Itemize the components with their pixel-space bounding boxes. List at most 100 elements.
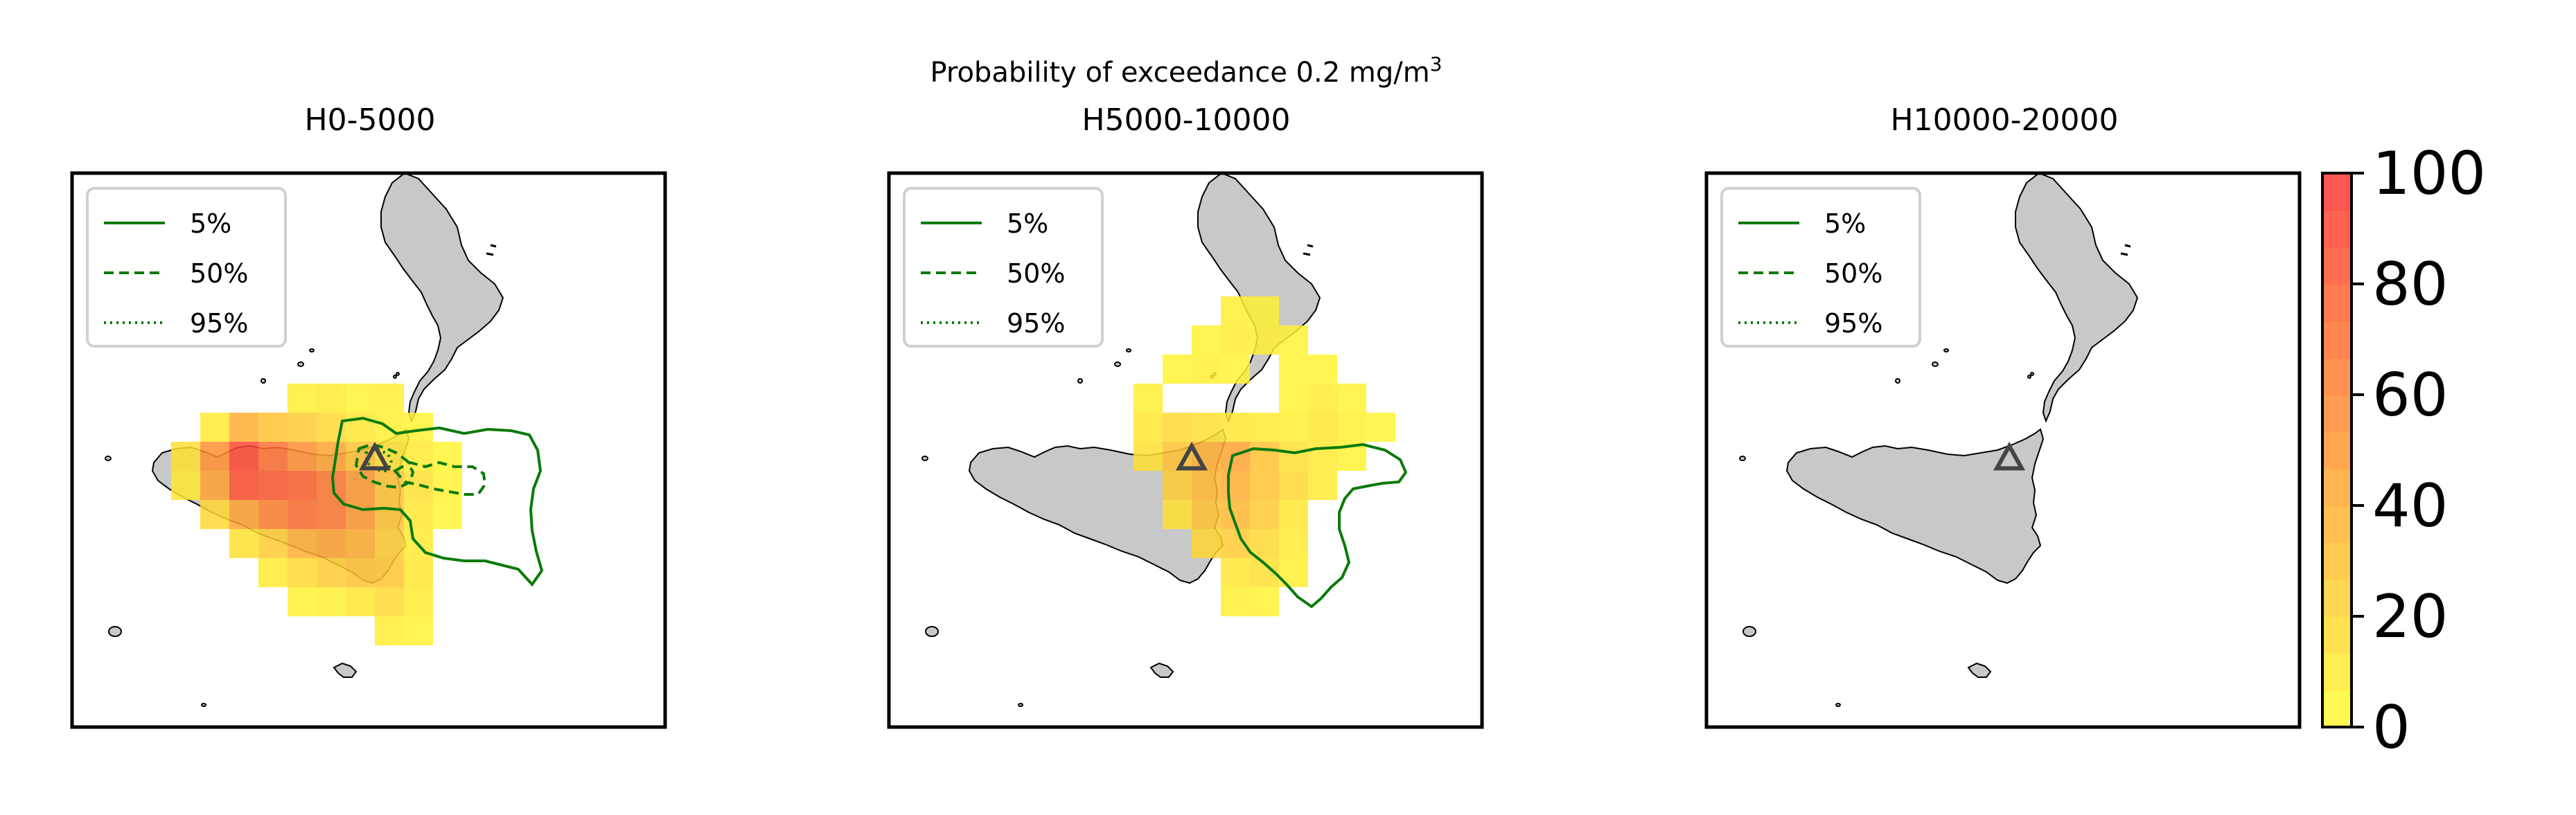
probability-cell [317,529,346,558]
probability-cell [288,558,317,587]
contour-solid [330,416,544,587]
probability-cell [288,500,317,529]
islet [921,456,928,461]
colorbar-segment [2322,357,2352,395]
probability-cell [404,558,433,587]
islet [1126,348,1131,352]
map-panels: 5% 50% 95% 5% 50% 95% 5% 50% 95% [70,171,2302,729]
colorbar-tick-label: 80 [2372,250,2448,319]
probability-cell [404,616,433,645]
colorbar-tick-label: 0 [2372,693,2410,762]
probability-cell [1250,500,1279,529]
probability-cell [1221,325,1250,355]
probability-cell [375,500,404,529]
probability-cell [171,442,200,471]
probability-cell [229,442,258,471]
colorbar-segment [2322,284,2352,321]
probability-cell [1250,296,1279,325]
land-malta [333,662,358,678]
probability-cell [1308,471,1337,500]
probability-cell [346,471,375,500]
probability-cell [258,442,288,471]
islet [297,361,304,367]
probability-cell [1221,587,1250,616]
probability-cell [433,500,462,529]
probability-cell [288,587,317,616]
probability-cell [258,500,288,529]
probability-cell [288,413,317,442]
colorbar-tick-label: 20 [2372,582,2448,652]
land-malta [1967,662,1992,678]
probability-cell [1308,384,1337,413]
islet [1743,626,1756,637]
probability-cell [1221,296,1250,325]
probability-cell [1366,413,1395,442]
probability-cell [346,587,375,616]
probability-cell [1308,355,1337,384]
probability-cell [346,413,375,442]
colorbar-segment [2322,653,2352,691]
probability-cell [1163,500,1192,529]
probability-cell [375,529,404,558]
islet [1835,703,1841,707]
islet [925,626,939,637]
probability-cell [1192,500,1221,529]
vent-triangle-icon [1175,441,1208,471]
probability-cell [1250,325,1279,355]
colorbar-segment [2322,616,2352,654]
probability-cell [1279,384,1308,413]
probability-cell [1279,413,1308,442]
vent-triangle-icon [358,441,391,471]
probability-cell [1279,500,1308,529]
probability-cell [1133,384,1163,413]
colorbar-segment [2322,505,2352,543]
probability-cell [1221,558,1250,587]
probability-cell [433,471,462,500]
map-panel-2: 5% 50% 95% [887,171,1484,729]
colorbar-segment [2322,173,2352,211]
probability-cell [229,471,258,500]
probability-cell [346,529,375,558]
colorbar-segment [2322,579,2352,617]
islet [1077,378,1083,384]
probability-cell [1192,355,1221,384]
islet [393,375,397,379]
legend-label: 50% [190,258,248,289]
probability-cell [317,384,346,413]
probability-cell [229,413,258,442]
probability-cell [1133,413,1163,442]
islet [105,456,112,461]
probability-cell [404,500,433,529]
legend: 5% 50% 95% [86,187,287,348]
probability-cell [229,529,258,558]
coast-detail [486,244,497,256]
probability-cell [1279,471,1308,500]
probability-cell [375,587,404,616]
probability-cell [375,616,404,645]
probability-cell [404,471,433,500]
map-panel-1: 5% 50% 95% [70,171,667,729]
probability-cell [1250,529,1279,558]
probability-cell [1308,442,1337,471]
probability-cell [317,500,346,529]
probability-cell [258,413,288,442]
panel-title-1: H0-5000 [305,102,436,138]
map-frame [1704,171,2302,729]
probability-cell [1250,587,1279,616]
map-frame [70,171,667,729]
probability-cell [258,471,288,500]
probability-cell [1221,413,1250,442]
probability-cell [1279,529,1308,558]
legend-label: 5% [1007,208,1048,239]
probability-cell [200,442,229,471]
islet [1932,361,1939,367]
figure-title: Probability of exceedance 0.2 mg/m3 [930,53,1442,89]
islet [2027,375,2031,379]
legend-label: 95% [1824,308,1882,339]
probability-cell [258,558,288,587]
probability-grid [1133,296,1395,616]
land-sicily [1785,428,2045,584]
probability-cell [288,384,317,413]
islet [108,626,122,637]
legend-label: 50% [1824,258,1882,289]
